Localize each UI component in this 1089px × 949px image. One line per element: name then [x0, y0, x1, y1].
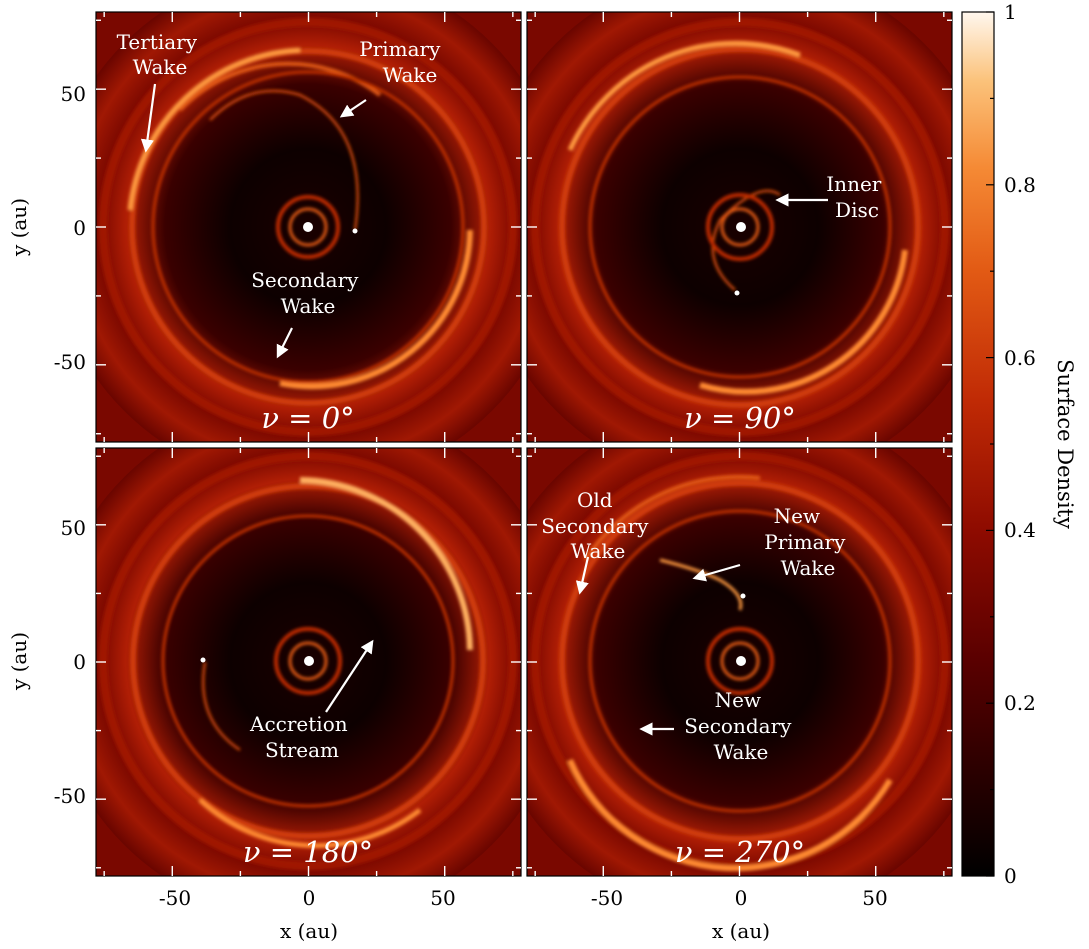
- panel-nu-270: [526, 447, 953, 877]
- colorbar-gradient: [961, 11, 995, 877]
- ytick-label-top-50: 50: [61, 82, 86, 106]
- panel-titles: ν = 0° ν = 90° ν = 180° ν = 270°: [243, 401, 805, 869]
- colorbar-label: Surface Density: [1053, 359, 1077, 529]
- label-secondary-wake: Secondary Wake: [251, 268, 365, 318]
- colorbar-tick-label-0.8: 0.8: [1004, 173, 1036, 197]
- ylabel-bottom: y (au): [7, 632, 31, 691]
- axis-tick-labels: 50 0 -50 50 0 -50 -50 0 50 -50 0 50: [54, 82, 888, 910]
- colorbar: 0 0.2 0.4 0.6 0.8 1 Surface Density: [961, 0, 1077, 888]
- arrow-tertiary-wake: [140, 83, 157, 153]
- axis-ticks: [96, 12, 952, 876]
- central-star-marker: [304, 656, 314, 666]
- xtick-label-right-neg50: -50: [591, 886, 623, 910]
- label-accretion-stream: Accretion Stream: [249, 712, 354, 762]
- label-new-primary-wake: New Primary Wake: [764, 504, 852, 580]
- panel-title-nu-0: ν = 0°: [261, 401, 354, 435]
- colorbar-tick-label-0.6: 0.6: [1004, 346, 1036, 370]
- label-new-secondary-wake: New Secondary Wake: [684, 688, 798, 764]
- label-old-secondary-wake: Old Secondary Wake: [541, 488, 655, 563]
- ylabel-top: y (au): [7, 198, 31, 257]
- ytick-label-bottom-50: 50: [61, 516, 86, 540]
- panel-title-nu-270: ν = 270°: [675, 835, 805, 869]
- central-star-marker: [303, 222, 313, 232]
- central-star-marker: [736, 656, 746, 666]
- xtick-label-right-50: 50: [862, 886, 887, 910]
- label-tertiary-wake: Tertiary Wake: [117, 30, 204, 79]
- companion-marker: [734, 290, 740, 296]
- colorbar-tick-labels: 0 0.2 0.4 0.6 0.8 1: [1004, 0, 1036, 888]
- xlabel-right: x (au): [712, 919, 770, 943]
- xtick-label-right-0: 0: [735, 886, 748, 910]
- colorbar-tick-label-0: 0: [1004, 864, 1017, 888]
- xlabel-left: x (au): [280, 919, 338, 943]
- ytick-label-bottom-neg50: -50: [54, 784, 86, 808]
- companion-marker: [200, 657, 206, 663]
- companion-marker: [352, 228, 358, 234]
- annotation-texts: Tertiary Wake Primary Wake Secondary Wak…: [117, 30, 887, 764]
- arrow-accretion-stream: [325, 639, 374, 713]
- panel-title-nu-90: ν = 90°: [684, 401, 796, 435]
- arrow-primary-wake: [339, 99, 367, 118]
- panel-title-nu-180: ν = 180°: [243, 835, 373, 869]
- colorbar-tick-label-0.2: 0.2: [1004, 691, 1036, 715]
- axis-labels: x (au) x (au) y (au) y (au): [7, 198, 770, 943]
- ytick-label-top-0: 0: [73, 216, 86, 240]
- colorbar-tick-label-1: 1: [1004, 0, 1017, 24]
- colorbar-ticks: [986, 11, 994, 877]
- central-star-marker: [736, 222, 746, 232]
- ytick-label-top-neg50: -50: [54, 350, 86, 374]
- label-primary-wake: Primary Wake: [359, 37, 447, 87]
- companion-marker: [740, 593, 746, 599]
- annotation-arrows: [140, 83, 828, 736]
- arrow-new-primary-wake: [692, 563, 741, 582]
- panel-nu-180: [95, 447, 522, 877]
- label-inner-disc: Inner Disc: [826, 172, 887, 222]
- ytick-label-bottom-0: 0: [73, 650, 86, 674]
- xtick-label-left-0: 0: [303, 886, 316, 910]
- arrow-old-secondary-wake: [575, 556, 590, 595]
- xtick-label-left-neg50: -50: [159, 886, 191, 910]
- xtick-label-left-50: 50: [430, 886, 455, 910]
- panel-nu-90: [526, 11, 953, 443]
- colorbar-tick-label-0.4: 0.4: [1004, 518, 1036, 542]
- arrow-secondary-wake: [276, 327, 293, 359]
